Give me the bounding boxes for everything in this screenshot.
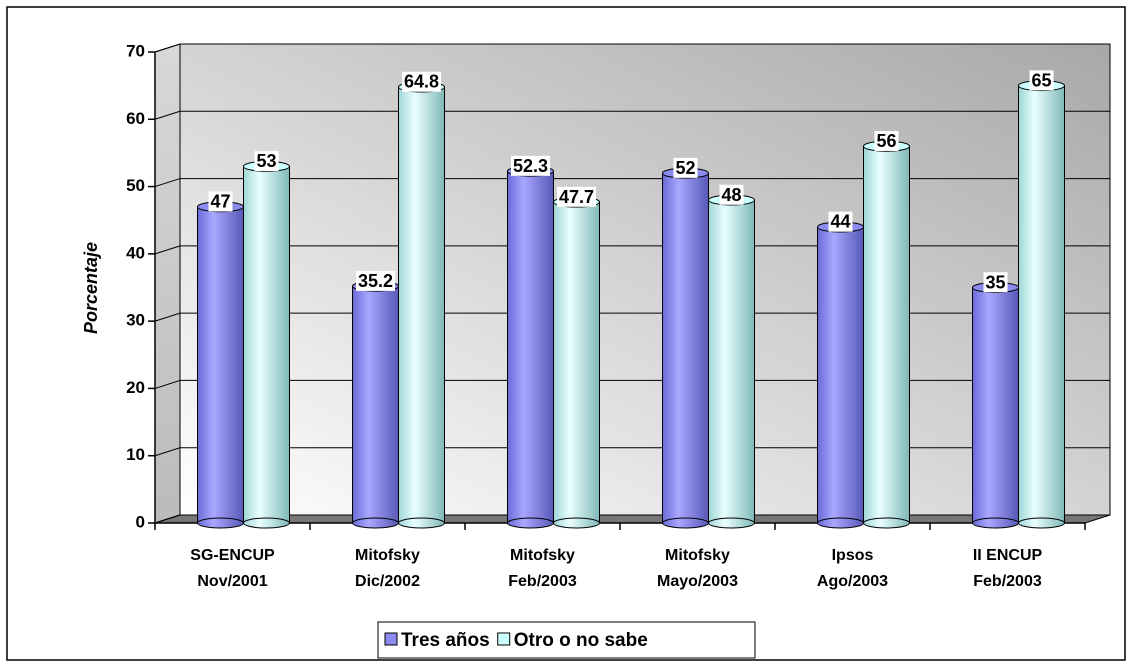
legend: [377, 621, 756, 659]
bar-bottom: [972, 517, 1019, 529]
y-tick-label: 50: [126, 176, 145, 195]
value-label: 64.8: [404, 72, 439, 92]
grid-line-side: [154, 514, 181, 524]
grid-line-side: [154, 245, 181, 255]
grid-line-side: [154, 312, 181, 322]
y-tick-label: 10: [126, 445, 145, 464]
side-wall: [154, 43, 181, 524]
legend-swatch: [384, 632, 398, 646]
bar: [863, 145, 910, 524]
x-tick-label: Dic/2002: [355, 573, 420, 590]
bar-bottom: [197, 517, 244, 529]
y-tick-label: 0: [136, 512, 145, 531]
x-tick-label: Mitofsky: [665, 547, 730, 564]
bar: [662, 172, 709, 524]
bar-bottom: [708, 517, 755, 529]
bar: [243, 165, 290, 524]
bar: [197, 206, 244, 524]
bar-bottom: [352, 517, 399, 529]
value-label-bg: [355, 270, 396, 291]
bar: [352, 285, 399, 524]
value-label: 47.7: [559, 187, 594, 207]
grid-line-side: [154, 178, 181, 188]
bar-bottom: [817, 517, 864, 529]
x-tick-label: II ENCUP: [973, 547, 1043, 564]
y-tick-label: 70: [126, 41, 145, 60]
value-label: 47: [210, 192, 230, 212]
value-label: 53: [256, 151, 276, 171]
x-tick-label: Feb/2003: [508, 573, 577, 590]
x-tick-label: Ago/2003: [817, 573, 888, 590]
bar-bottom: [662, 517, 709, 529]
y-axis-title: Porcentaje: [81, 242, 101, 334]
value-label-bg: [874, 130, 899, 151]
value-label-bg: [719, 184, 744, 205]
x-tick-label: Ipsos: [832, 547, 874, 564]
grid-line-side: [154, 110, 181, 120]
value-label: 65: [1031, 70, 1051, 90]
x-tick-label: Mitofsky: [510, 547, 575, 564]
bar: [398, 86, 445, 524]
bar: [708, 199, 755, 524]
bar-bottom: [507, 517, 554, 529]
y-tick-label: 40: [126, 243, 145, 262]
bar-bottom: [553, 517, 600, 529]
value-label: 35: [985, 272, 1005, 292]
x-tick-label: Mayo/2003: [657, 573, 738, 590]
value-label-bg: [208, 191, 233, 212]
grid-line-side: [154, 43, 181, 53]
bar: [507, 170, 554, 524]
bar-bottom: [1018, 517, 1065, 529]
value-label-bg: [673, 157, 698, 178]
legend-label: Otro o no sabe: [514, 630, 648, 651]
grid-line-side: [154, 447, 181, 457]
bar-bottom: [243, 517, 290, 529]
bar-bottom: [398, 517, 445, 529]
value-label-bg: [401, 71, 442, 92]
bar: [1018, 85, 1065, 524]
value-label-bg: [828, 211, 853, 232]
y-tick-label: 60: [126, 109, 145, 128]
bar: [553, 201, 600, 524]
floor: [154, 514, 1111, 524]
bar: [972, 287, 1019, 524]
x-tick-label: Nov/2001: [197, 573, 267, 590]
grid-line-side: [154, 379, 181, 389]
value-label-bg: [1029, 70, 1054, 91]
value-label-bg: [983, 272, 1008, 293]
bar-bottom: [863, 517, 910, 529]
legend-swatch: [497, 632, 511, 646]
value-label: 35.2: [358, 271, 393, 291]
value-label-bg: [556, 186, 597, 207]
x-tick-label: Mitofsky: [355, 547, 420, 564]
x-tick-label: Feb/2003: [973, 573, 1042, 590]
value-label-bg: [510, 155, 551, 176]
value-label: 52: [675, 158, 695, 178]
value-label: 52.3: [513, 156, 548, 176]
back-wall: [179, 43, 1111, 516]
legend-label: Tres años: [401, 630, 490, 651]
bar: [817, 226, 864, 524]
value-label: 48: [721, 185, 741, 205]
value-label-bg: [254, 151, 279, 172]
x-tick-label: SG-ENCUP: [190, 547, 275, 564]
y-tick-label: 20: [126, 378, 145, 397]
value-label: 56: [876, 131, 896, 151]
y-tick-label: 30: [126, 311, 145, 330]
value-label: 44: [830, 212, 850, 232]
